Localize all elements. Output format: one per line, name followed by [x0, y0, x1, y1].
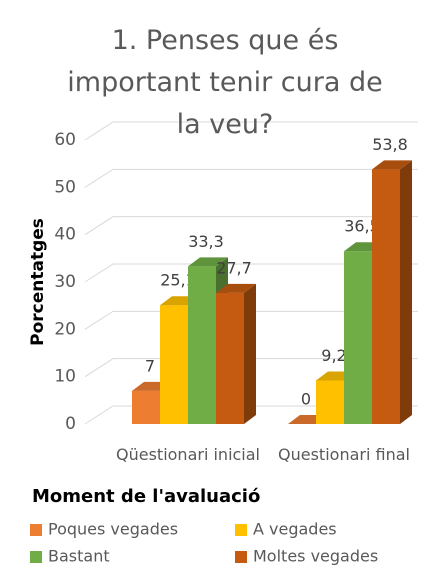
legend-swatch	[235, 524, 247, 536]
bar	[132, 390, 160, 424]
y-tick-label: 60	[54, 130, 76, 150]
y-axis-label: Porcentatges	[28, 218, 48, 346]
value-label: 36,5	[344, 217, 380, 236]
legend-label: A vegades	[253, 520, 337, 539]
value-label: 27,7	[216, 258, 252, 277]
bar-side	[400, 160, 412, 424]
chart-title: 1. Penses que és important tenir cura de…	[67, 25, 383, 140]
y-tick-label: 30	[54, 272, 76, 292]
legend-swatch	[30, 524, 42, 536]
legend-label: Poques vegades	[48, 520, 178, 539]
value-label: 33,3	[188, 232, 224, 251]
value-label: 53,8	[372, 135, 408, 154]
x-tick-label: Questionari final	[278, 445, 410, 464]
bar-top	[216, 283, 256, 293]
bar	[316, 380, 344, 424]
grid-line	[84, 216, 418, 236]
x-tick-label: Qüestionari inicial	[116, 445, 260, 464]
y-tick-label: 10	[54, 367, 76, 387]
bar	[344, 251, 372, 424]
grid-line	[84, 168, 418, 188]
y-tick-label: 20	[54, 319, 76, 339]
value-label: 9,2	[321, 346, 346, 365]
grid-line	[84, 263, 418, 283]
bar	[188, 266, 216, 424]
y-tick-label: 0	[65, 414, 76, 434]
legend-swatch	[30, 551, 42, 563]
bar-side	[244, 283, 256, 424]
legend-label: Moltes vegades	[253, 547, 378, 566]
value-label: 7	[145, 356, 155, 375]
y-tick-label: 50	[54, 177, 76, 197]
x-axis-label: Moment de l'avaluació	[32, 486, 260, 507]
grid-line	[84, 121, 418, 141]
grid-line	[84, 358, 418, 378]
bar-top	[188, 257, 228, 267]
grid-line	[84, 310, 418, 330]
y-tick-label: 40	[54, 225, 76, 245]
bar	[160, 305, 188, 424]
bar	[216, 292, 244, 424]
bar-top	[372, 160, 412, 170]
bar	[372, 169, 400, 424]
legend-label: Bastant	[48, 547, 110, 566]
legend-swatch	[235, 551, 247, 563]
value-label: 0	[301, 390, 311, 409]
value-label: 25,1	[160, 271, 196, 290]
